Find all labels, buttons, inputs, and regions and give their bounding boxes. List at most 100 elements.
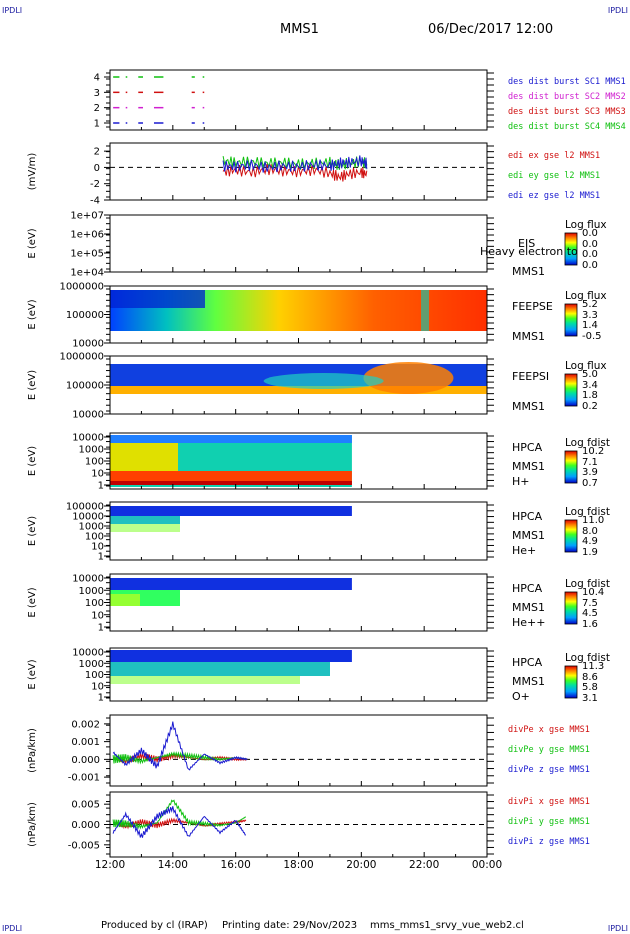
- edi-series-line: [222, 163, 368, 182]
- y-axis-label: E (eV): [27, 228, 38, 258]
- y-tick-label: 10: [91, 469, 104, 480]
- colorbar-value: 10.2: [582, 446, 605, 457]
- colorbar-gradient: [564, 519, 578, 553]
- side-label: MMS1: [512, 601, 545, 614]
- feeps-stripe: [421, 290, 430, 331]
- y-tick-label: 1: [98, 623, 104, 634]
- legend-entry: divPi y gse MMS1: [508, 817, 590, 827]
- y-tick-label: 0.005: [71, 800, 100, 811]
- y-axis-label: E (eV): [27, 516, 38, 546]
- time-axis-label: 16:00: [221, 859, 251, 871]
- y-tick-label: 2: [94, 147, 100, 158]
- colorbar-title: Log fdist: [565, 578, 610, 590]
- y-tick-label: 10000: [72, 339, 104, 350]
- legend-entry: edi ez gse l2 MMS1: [508, 191, 601, 201]
- hpca-spectrogram-band: [110, 594, 140, 606]
- colorbar-title: Log fdist: [565, 652, 610, 664]
- time-axis-label: 00:00: [472, 859, 502, 871]
- y-tick-label: 4: [94, 73, 100, 84]
- y-tick-label: 1000000: [59, 282, 104, 293]
- colorbar-value: 7.5: [582, 597, 598, 609]
- corner-label-top-left: IPDLI: [2, 6, 23, 15]
- y-tick-label: 100: [85, 598, 104, 609]
- y-axis-label: E (eV): [27, 587, 38, 617]
- colorbar-title: Log fdist: [565, 506, 610, 518]
- feeps-ion-hotspot: [363, 362, 454, 394]
- hpca-spectrogram-band: [110, 443, 178, 473]
- y-tick-label: 100: [85, 670, 104, 681]
- time-axis-label: 18:00: [283, 859, 313, 871]
- colorbar-value: 0.0: [582, 228, 598, 239]
- side-label: Heavy electron to: [480, 245, 578, 258]
- panel-frame-edi-electric-field: [109, 142, 488, 201]
- y-tick-label: 1e+04: [70, 268, 104, 279]
- hpca-spectrogram-band: [110, 578, 352, 590]
- time-axis-label: 14:00: [158, 859, 188, 871]
- footer-printing-date: Printing date: 29/Nov/2023: [222, 920, 358, 931]
- y-tick-label: 100000: [66, 310, 104, 321]
- y-tick-label: 1000: [79, 586, 104, 597]
- edi-series-line: [222, 155, 368, 173]
- colorbar-gradient: [564, 373, 578, 407]
- panel-frame-burst-modes: [109, 69, 488, 131]
- y-tick-label: 10: [91, 542, 104, 553]
- feeps-ion-arc: [263, 373, 384, 389]
- y-tick-label: 1e+07: [70, 211, 104, 222]
- colorbar-value: 5.0: [582, 369, 598, 380]
- y-tick-label: 1000000: [59, 352, 104, 363]
- hpca-spectrogram-band: [110, 506, 352, 516]
- side-label: MMS1: [512, 529, 545, 542]
- y-tick-label: 10000: [72, 433, 104, 444]
- y-tick-label: 1e+05: [70, 249, 104, 260]
- footer-filename: mms_mms1_srvy_vue_web2.cl: [370, 920, 524, 931]
- time-axis-label: 22:00: [409, 859, 439, 871]
- colorbar-value: 4.9: [582, 536, 598, 548]
- y-tick-label: 1000: [79, 522, 104, 533]
- colorbar-title: Log fdist: [565, 437, 610, 449]
- side-label: HPCA: [512, 441, 543, 454]
- y-tick-label: -0.001: [68, 773, 100, 784]
- colorbar-title: Log flux: [565, 219, 607, 231]
- corner-label-top-right: IPDLI: [607, 6, 628, 15]
- side-label: MMS1: [512, 400, 545, 413]
- colorbar-value: 8.0: [582, 525, 598, 537]
- hpca-spectrogram-band: [110, 650, 352, 662]
- colorbar-value: 0.2: [582, 401, 598, 412]
- y-tick-label: 100: [85, 457, 104, 468]
- legend-entry: divPe x gse MMS1: [508, 725, 590, 735]
- divp-series-line: [112, 751, 248, 765]
- colorbar-value: 1.6: [582, 619, 598, 630]
- y-tick-label: 1000: [79, 445, 104, 456]
- legend-entry: des dist burst SC2 MMS2: [508, 92, 626, 102]
- y-tick-label: -4: [90, 196, 100, 207]
- colorbar-gradient: [564, 450, 578, 484]
- side-label: MMS1: [512, 265, 545, 278]
- y-tick-label: 0.000: [71, 820, 100, 831]
- side-label: HPCA: [512, 582, 543, 595]
- y-tick-label: 1000: [79, 659, 104, 670]
- corner-label-bottom-right: IPDLI: [607, 924, 628, 933]
- y-axis-label: (mV/m): [27, 153, 38, 191]
- side-label: O+: [512, 690, 530, 703]
- colorbar-value: 0.0: [582, 260, 598, 271]
- corner-label-bottom-left: IPDLI: [2, 924, 23, 933]
- y-tick-label: 100: [85, 532, 104, 543]
- y-tick-label: 1: [94, 119, 100, 130]
- hpca-spectrogram-band: [110, 481, 352, 485]
- hpca-spectrogram-band: [110, 676, 300, 684]
- legend-entry: edi ex gse l2 MMS1: [508, 151, 601, 161]
- colorbar-value: 3.4: [582, 379, 598, 391]
- y-tick-label: 1: [98, 481, 104, 492]
- colorbar-title: Log flux: [565, 360, 607, 372]
- colorbar-value: 0.7: [582, 478, 598, 489]
- colorbar-value: 3.3: [582, 309, 598, 321]
- colorbar-value: 4.5: [582, 608, 598, 620]
- colorbar-value: 3.9: [582, 467, 598, 479]
- colorbar-value: 10.4: [582, 587, 605, 598]
- y-tick-label: 10000: [72, 410, 104, 421]
- colorbar-title: Log flux: [565, 290, 607, 302]
- y-tick-label: 0.000: [71, 755, 100, 766]
- y-axis-label: E (eV): [27, 370, 38, 400]
- hpca-spectrogram-band: [110, 516, 180, 524]
